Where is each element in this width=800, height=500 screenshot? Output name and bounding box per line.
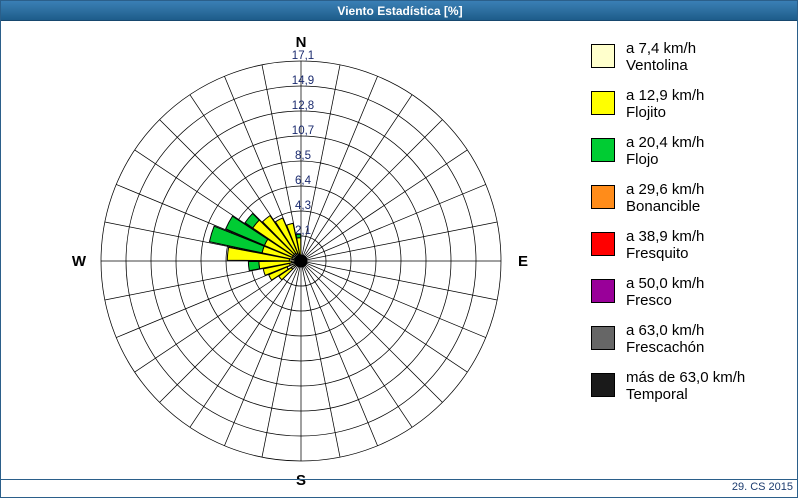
svg-text:10,7: 10,7 [292, 125, 314, 137]
svg-text:4,3: 4,3 [295, 200, 311, 212]
svg-text:N: N [296, 34, 307, 51]
svg-text:14,9: 14,9 [292, 75, 314, 87]
svg-text:8,5: 8,5 [295, 150, 311, 162]
svg-text:12,8: 12,8 [292, 100, 314, 112]
svg-text:17,1: 17,1 [292, 50, 314, 62]
svg-text:6,4: 6,4 [295, 175, 312, 187]
svg-text:E: E [518, 253, 528, 270]
svg-text:2,1: 2,1 [295, 225, 311, 237]
